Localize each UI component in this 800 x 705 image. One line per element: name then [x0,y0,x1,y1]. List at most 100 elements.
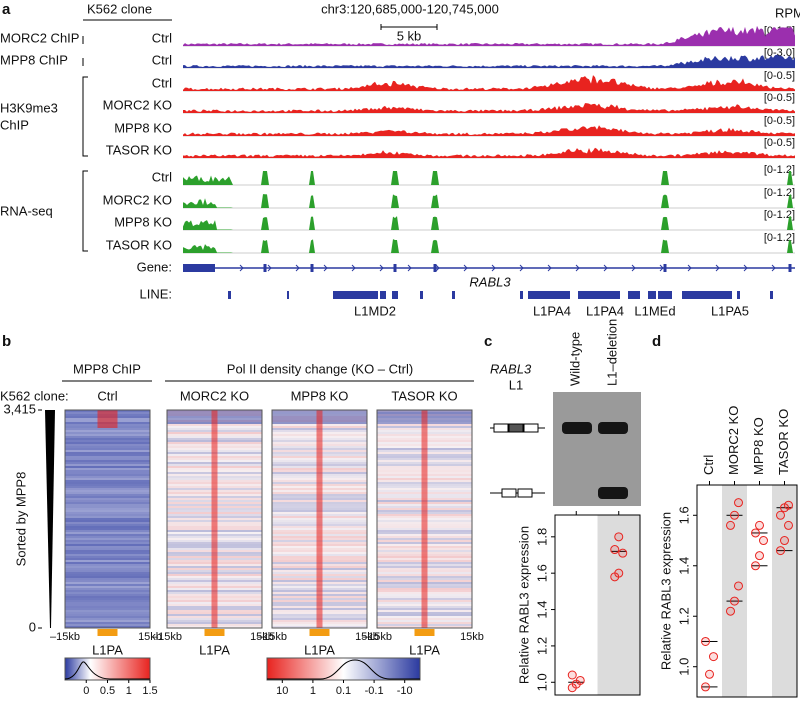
heatmap-row [65,524,150,526]
line-element-label: L1PA5 [711,303,749,318]
column-shade [722,485,747,697]
scale-bar [380,24,438,30]
line-element [658,291,672,299]
colorbar-tick-label: 0.1 [336,685,351,697]
heatmap-row [65,624,150,626]
heatmap-row [65,472,150,474]
heatmap-row [65,522,150,524]
sort-wedge [45,410,55,628]
heatmap-row [65,500,150,502]
track-range: [0-1.2] [764,187,795,199]
heatmap-row [65,604,150,606]
gene-strand [575,264,580,272]
locus-box [523,423,539,433]
track-range: [0-1.2] [764,164,795,176]
locus: chr3:120,685,000-120,745,000 [321,1,499,16]
heatmap-row [65,482,150,484]
data-point [780,536,789,546]
gene-strand [295,264,300,272]
scale-label: 5 kb [397,28,422,43]
gene-strand [267,264,272,272]
data-point [730,596,739,606]
heatmap-row [65,454,150,456]
colorbar-tick-label: 1 [310,685,316,697]
heatmap-row [65,614,150,616]
heatmap-frame [64,409,151,629]
column-shade [772,485,797,697]
heatmap [271,409,368,629]
heatmap-row [65,580,150,582]
line-element [648,291,656,299]
heatmap-row [65,622,150,624]
heatmap-row [65,466,150,468]
heatmap-row [65,620,150,622]
group-label: ChIP [0,117,29,132]
group-label: H3K9me3 [0,100,58,115]
coverage-track [183,54,795,68]
track-sample: MORC2 KO [103,97,172,112]
heatmap-row [65,602,150,604]
data-point [751,528,760,538]
heatmap-row [65,438,150,440]
heatmap-row [65,480,150,482]
gene-strand [771,264,776,272]
gel-band [598,487,628,499]
heatmap-row [65,566,150,568]
chip-header: MPP8 ChIP [73,361,141,376]
gene-exon [393,264,397,272]
heatmap-row [65,506,150,508]
unit-label: RPM [775,5,800,20]
lane-label: Wild-type [567,332,582,386]
heatmap-row [65,564,150,566]
heatmap-frame [376,409,473,629]
data-point [575,675,585,685]
data-point [759,536,768,546]
gene-exon [433,264,437,272]
x-tick-label: 15kb [460,631,484,643]
gel-band [598,422,628,434]
y-axis-label: Relative RABL3 expression [658,512,673,670]
x-tick-label: –15kb [362,631,392,643]
panel-label: a [2,1,11,18]
group-bracket [82,76,88,157]
element-label: L1 [509,377,523,392]
plot-frame [696,484,798,698]
x-tick-label: 15kb [138,631,162,643]
heatmap-row [65,598,150,600]
heatmap-row [65,428,150,430]
data-point [610,545,620,555]
heatmap-row [65,474,150,476]
sample-label: TASOR KO [391,388,457,403]
coverage-track [183,147,795,158]
category-label: MORC2 KO [726,406,741,475]
data-point [567,670,577,680]
gene-name: RABL3 [490,361,532,376]
heatmap-row [65,592,150,594]
gene-strand [463,264,468,272]
heatmap-row [65,554,150,556]
x-tick-label: –15kb [152,631,182,643]
sample-label: Ctrl [97,388,117,403]
data-point [730,510,739,520]
heatmap-row [65,458,150,460]
gene-strand [603,264,608,272]
coverage-track [183,171,795,185]
x-tick-label: 15kb [355,631,379,643]
locus-box [508,423,524,433]
gene-strand [547,264,552,272]
gene-strand [659,264,664,272]
heatmap-row [65,574,150,576]
colorbar-tick-label: 10 [276,685,288,697]
x-tick-label: –15kb [50,631,80,643]
line-element [628,291,640,299]
gel [553,392,641,506]
data-point [614,532,624,542]
heatmap-row [65,550,150,552]
heatmap-row [65,504,150,506]
track-sample: Ctrl [152,169,172,184]
heatmap-center [421,410,428,628]
gene-strand [379,264,384,272]
heatmap-row [65,532,150,534]
y-tick-label: 1.2 [676,607,691,625]
locus-box [501,488,517,498]
